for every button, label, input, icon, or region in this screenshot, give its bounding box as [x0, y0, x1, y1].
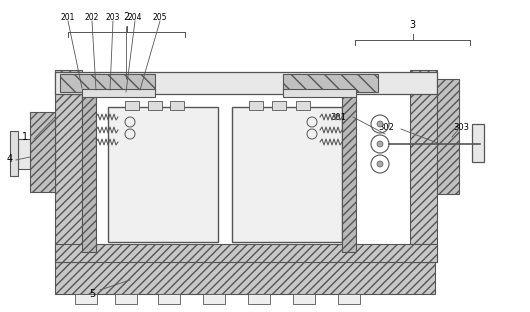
- Bar: [55, 261, 435, 294]
- Bar: [30, 112, 55, 192]
- Bar: [108, 107, 218, 242]
- Text: 3: 3: [410, 20, 416, 30]
- Bar: [125, 101, 139, 110]
- Bar: [272, 101, 286, 110]
- Text: 2: 2: [123, 12, 130, 22]
- Bar: [472, 124, 484, 162]
- Bar: [437, 79, 459, 194]
- Bar: [75, 294, 97, 304]
- Text: 5: 5: [89, 289, 95, 299]
- Bar: [293, 294, 315, 304]
- Text: 302: 302: [378, 123, 394, 131]
- Circle shape: [377, 161, 383, 167]
- Bar: [338, 294, 360, 304]
- Bar: [170, 101, 184, 110]
- Text: 4: 4: [7, 154, 13, 164]
- Text: 1: 1: [22, 132, 28, 142]
- Bar: [60, 74, 155, 92]
- Bar: [249, 101, 263, 110]
- Bar: [283, 74, 378, 92]
- Bar: [55, 70, 82, 262]
- Bar: [82, 94, 96, 252]
- Bar: [148, 101, 162, 110]
- Text: 205: 205: [153, 12, 167, 22]
- Bar: [82, 89, 155, 97]
- Bar: [55, 244, 437, 262]
- Bar: [296, 101, 310, 110]
- Circle shape: [377, 121, 383, 127]
- Text: 203: 203: [106, 12, 120, 22]
- Bar: [115, 294, 137, 304]
- Bar: [55, 72, 437, 94]
- Circle shape: [377, 141, 383, 147]
- Text: 202: 202: [85, 12, 99, 22]
- Bar: [10, 131, 18, 176]
- Bar: [203, 294, 225, 304]
- Text: 201: 201: [61, 12, 75, 22]
- Text: 204: 204: [128, 12, 142, 22]
- Bar: [18, 139, 30, 169]
- Bar: [158, 294, 180, 304]
- Bar: [410, 70, 437, 262]
- Text: 301: 301: [330, 113, 346, 121]
- Bar: [342, 94, 356, 252]
- Bar: [283, 89, 356, 97]
- Bar: [232, 107, 342, 242]
- Bar: [248, 294, 270, 304]
- Text: 303: 303: [453, 123, 469, 131]
